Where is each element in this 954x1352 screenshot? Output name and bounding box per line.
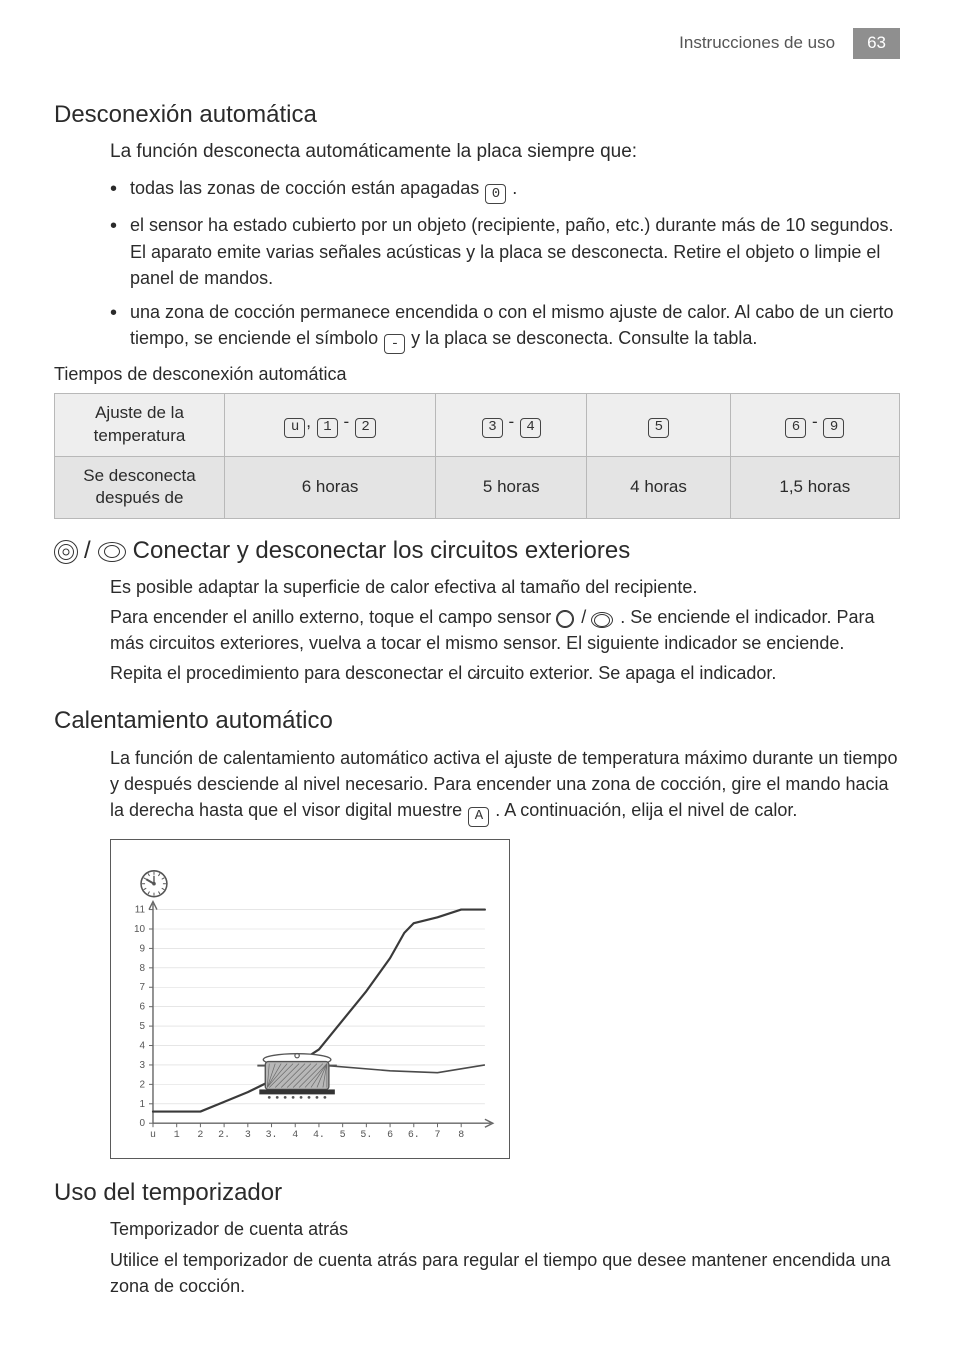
- symbol-A-icon: A: [468, 807, 489, 827]
- svg-text:9: 9: [140, 943, 146, 954]
- symbol-1-icon: 1: [317, 418, 338, 438]
- symbol-6-icon: 6: [785, 418, 806, 438]
- table-cell: 1,5 horas: [730, 456, 899, 519]
- outer-rings-p3: Repita el procedimiento para desconectar…: [110, 660, 900, 686]
- outer-rings-p1: Es posible adaptar la superficie de calo…: [110, 574, 900, 600]
- svg-text:11: 11: [135, 904, 146, 915]
- svg-text:3: 3: [245, 1129, 251, 1140]
- symbol-5-icon: 5: [648, 418, 669, 438]
- svg-text:5: 5: [140, 1021, 146, 1032]
- symbol-9-icon: 9: [823, 418, 844, 438]
- heading-auto-heat: Calentamiento automático: [54, 705, 900, 737]
- svg-text:6.: 6.: [408, 1129, 420, 1140]
- slash: /: [84, 535, 91, 567]
- svg-text:1: 1: [174, 1129, 180, 1140]
- svg-text:4.: 4.: [313, 1129, 325, 1140]
- svg-text:2: 2: [197, 1129, 203, 1140]
- svg-text:0: 0: [140, 1118, 146, 1129]
- bullet-2: el sensor ha estado cubierto por un obje…: [110, 212, 900, 290]
- table-rowhead-2: Se desconecta después de: [55, 456, 225, 519]
- svg-text:6: 6: [140, 1001, 146, 1012]
- timer-p: Utilice el temporizador de cuenta atrás …: [110, 1247, 900, 1299]
- svg-text:3.: 3.: [266, 1129, 278, 1140]
- table-cell: 6 - 9: [730, 393, 899, 456]
- svg-text:3: 3: [140, 1060, 146, 1071]
- bullet-3: una zona de cocción permanece encendida …: [110, 299, 900, 355]
- auto-heat-p: La función de calentamiento automático a…: [110, 745, 900, 827]
- running-title: Instrucciones de uso: [679, 32, 835, 55]
- bullet-1-tail: .: [507, 178, 517, 198]
- symbol-u-icon: u: [284, 418, 305, 438]
- table-cell: 6 horas: [225, 456, 436, 519]
- svg-text:2: 2: [140, 1079, 146, 1090]
- sep: -: [807, 412, 822, 431]
- svg-text:u: u: [150, 1129, 156, 1140]
- table-cell: u, 1 - 2: [225, 393, 436, 456]
- sep: -: [339, 412, 354, 431]
- auto-heat-chart: 11109876543210u122.33.44.55.66.78: [110, 839, 510, 1159]
- symbol-dash-icon: -: [384, 334, 405, 354]
- table-row: Se desconecta después de 6 horas 5 horas…: [55, 456, 900, 519]
- table-caption: Tiempos de desconexión automática: [54, 362, 900, 386]
- sep: ,: [306, 412, 315, 431]
- outer-rings-p2: Para encender el anillo externo, toque e…: [110, 604, 900, 657]
- symbol-zero-icon: 0: [485, 184, 506, 204]
- heading-timer: Uso del temporizador: [54, 1177, 900, 1209]
- triple-ring-icon: [556, 610, 576, 630]
- svg-text:10: 10: [134, 924, 146, 935]
- svg-text:1: 1: [140, 1098, 146, 1109]
- bullet-1: todas las zonas de cocción están apagada…: [110, 175, 900, 205]
- heading-outer-rings-text: Conectar y desconectar los circuitos ext…: [133, 535, 631, 567]
- svg-text:6: 6: [387, 1129, 393, 1140]
- double-oval-icon: [97, 541, 127, 563]
- page-number: 63: [853, 28, 900, 59]
- table-cell: 3 - 4: [436, 393, 587, 456]
- svg-text:5: 5: [340, 1129, 346, 1140]
- auto-off-lead: La función desconecta automáticamente la…: [110, 139, 900, 165]
- svg-text:4: 4: [140, 1040, 146, 1051]
- svg-text:8: 8: [140, 962, 146, 973]
- symbol-4-icon: 4: [520, 418, 541, 438]
- table-cell: 5: [587, 393, 730, 456]
- table-row: Ajuste de la temperatura u, 1 - 2 3 - 4 …: [55, 393, 900, 456]
- table-cell: 4 horas: [587, 456, 730, 519]
- symbol-2-icon: 2: [355, 418, 376, 438]
- bullet-1-text: todas las zonas de cocción están apagada…: [130, 178, 484, 198]
- svg-text:4: 4: [292, 1129, 298, 1140]
- running-header: Instrucciones de uso 63: [54, 28, 900, 59]
- heading-outer-rings: / Conectar y desconectar los circuitos e…: [54, 535, 900, 567]
- symbol-3-icon: 3: [482, 418, 503, 438]
- bullet-3-tail: y la placa se desconecta. Consulte la ta…: [406, 328, 757, 348]
- shutoff-table: Ajuste de la temperatura u, 1 - 2 3 - 4 …: [54, 393, 900, 520]
- svg-text:5.: 5.: [360, 1129, 372, 1140]
- heading-auto-off: Desconexión automática: [54, 99, 900, 131]
- timer-subhead: Temporizador de cuenta atrás: [110, 1217, 900, 1241]
- sep: -: [504, 412, 519, 431]
- chart-svg: 11109876543210u122.33.44.55.66.78: [111, 840, 509, 1158]
- double-oval-icon: [591, 612, 615, 630]
- auto-off-bullets: todas las zonas de cocción están apagada…: [110, 175, 900, 354]
- slash: /: [576, 607, 591, 627]
- svg-text:8: 8: [458, 1129, 464, 1140]
- table-cell: 5 horas: [436, 456, 587, 519]
- text: . A continuación, elija el nivel de calo…: [490, 800, 797, 820]
- svg-text:7: 7: [140, 982, 146, 993]
- svg-text:7: 7: [434, 1129, 440, 1140]
- triple-ring-icon: [54, 540, 78, 564]
- table-rowhead-1: Ajuste de la temperatura: [55, 393, 225, 456]
- svg-text:2.: 2.: [218, 1129, 230, 1140]
- text: Para encender el anillo externo, toque e…: [110, 607, 556, 627]
